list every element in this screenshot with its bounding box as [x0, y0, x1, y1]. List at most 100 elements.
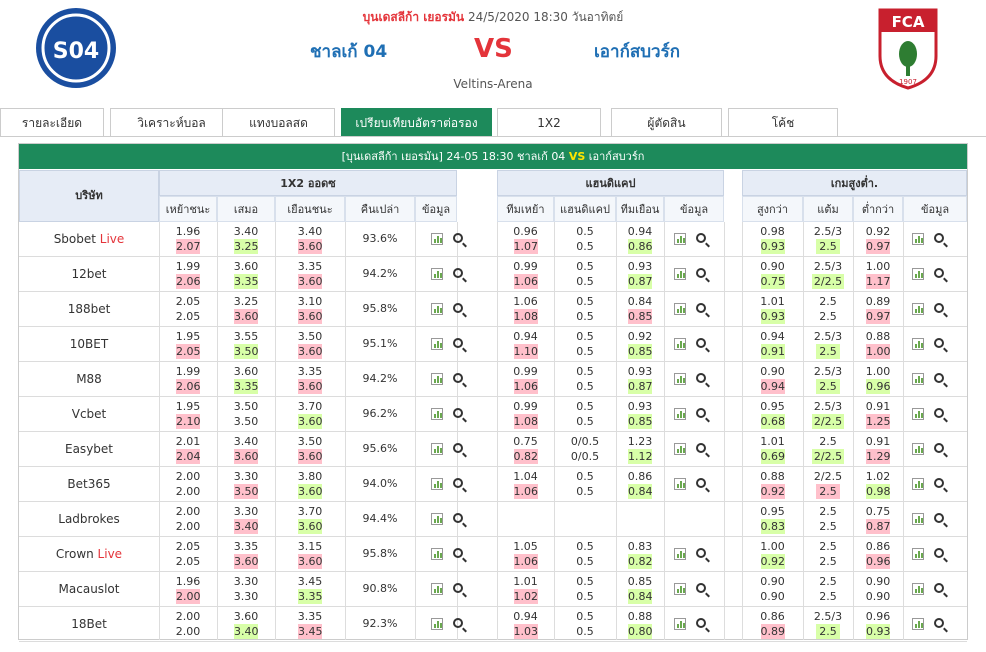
chart-icon[interactable]: [674, 373, 686, 385]
away-team-name[interactable]: เอาก์สบวร์ก: [594, 42, 680, 62]
search-icon[interactable]: [934, 548, 944, 558]
search-icon[interactable]: [453, 583, 463, 593]
company-label[interactable]: M88: [76, 372, 102, 386]
search-icon[interactable]: [934, 583, 944, 593]
company-name[interactable]: 188bet: [19, 292, 159, 327]
search-icon[interactable]: [934, 268, 944, 278]
search-icon[interactable]: [934, 408, 944, 418]
company-name[interactable]: 12bet: [19, 257, 159, 292]
search-icon[interactable]: [934, 338, 944, 348]
tab-5[interactable]: ผู้ตัดสิน: [611, 108, 722, 136]
company-label[interactable]: Sbobet: [53, 232, 96, 246]
search-icon[interactable]: [696, 548, 706, 558]
chart-icon[interactable]: [674, 443, 686, 455]
search-icon[interactable]: [453, 618, 463, 628]
chart-icon[interactable]: [431, 548, 443, 560]
company-name[interactable]: Easybet: [19, 432, 159, 467]
chart-icon[interactable]: [674, 478, 686, 490]
live-badge[interactable]: Live: [95, 232, 125, 246]
chart-icon[interactable]: [674, 338, 686, 350]
tab-4[interactable]: 1X2: [497, 108, 601, 136]
search-icon[interactable]: [453, 233, 463, 243]
search-icon[interactable]: [453, 268, 463, 278]
company-name[interactable]: Macauslot: [19, 572, 159, 607]
company-name[interactable]: M88: [19, 362, 159, 397]
search-icon[interactable]: [696, 478, 706, 488]
search-icon[interactable]: [934, 618, 944, 628]
company-label[interactable]: Ladbrokes: [58, 512, 120, 526]
chart-icon[interactable]: [431, 443, 443, 455]
search-icon[interactable]: [453, 548, 463, 558]
tab-6[interactable]: โค้ช: [728, 108, 838, 136]
company-name[interactable]: Sbobet Live: [19, 222, 159, 257]
company-label[interactable]: 18Bet: [71, 617, 107, 631]
company-label[interactable]: Vcbet: [71, 407, 107, 421]
chart-icon[interactable]: [912, 338, 924, 350]
search-icon[interactable]: [696, 233, 706, 243]
search-icon[interactable]: [934, 233, 944, 243]
tab-1[interactable]: วิเคราะห์บอล: [110, 108, 233, 136]
search-icon[interactable]: [453, 408, 463, 418]
company-name[interactable]: 10BET: [19, 327, 159, 362]
chart-icon[interactable]: [912, 408, 924, 420]
search-icon[interactable]: [934, 513, 944, 523]
search-icon[interactable]: [696, 618, 706, 628]
home-team-name[interactable]: ชาลเก้ 04: [310, 42, 388, 62]
search-icon[interactable]: [453, 443, 463, 453]
chart-icon[interactable]: [674, 268, 686, 280]
chart-icon[interactable]: [431, 268, 443, 280]
search-icon[interactable]: [696, 303, 706, 313]
chart-icon[interactable]: [431, 233, 443, 245]
search-icon[interactable]: [696, 268, 706, 278]
search-icon[interactable]: [934, 303, 944, 313]
chart-icon[interactable]: [912, 548, 924, 560]
company-label[interactable]: 188bet: [67, 302, 111, 316]
company-label[interactable]: Crown: [55, 547, 94, 561]
chart-icon[interactable]: [912, 478, 924, 490]
chart-icon[interactable]: [431, 513, 443, 525]
chart-icon[interactable]: [674, 548, 686, 560]
tab-2[interactable]: แทงบอลสด: [222, 108, 335, 136]
company-name[interactable]: Crown Live: [19, 537, 159, 572]
company-name[interactable]: Bet365: [19, 467, 159, 502]
chart-icon[interactable]: [431, 408, 443, 420]
chart-icon[interactable]: [674, 408, 686, 420]
company-label[interactable]: 12bet: [71, 267, 107, 281]
chart-icon[interactable]: [431, 478, 443, 490]
tab-3[interactable]: เปรียบเทียบอัตราต่อรอง: [341, 108, 492, 136]
search-icon[interactable]: [934, 478, 944, 488]
live-badge[interactable]: Live: [93, 547, 123, 561]
company-name[interactable]: 18Bet: [19, 607, 159, 642]
chart-icon[interactable]: [912, 583, 924, 595]
company-label[interactable]: Macauslot: [58, 582, 120, 596]
company-name[interactable]: Vcbet: [19, 397, 159, 432]
chart-icon[interactable]: [431, 618, 443, 630]
chart-icon[interactable]: [674, 303, 686, 315]
chart-icon[interactable]: [912, 233, 924, 245]
chart-icon[interactable]: [912, 513, 924, 525]
search-icon[interactable]: [934, 443, 944, 453]
search-icon[interactable]: [453, 513, 463, 523]
chart-icon[interactable]: [912, 303, 924, 315]
search-icon[interactable]: [453, 303, 463, 313]
search-icon[interactable]: [696, 583, 706, 593]
company-name[interactable]: Ladbrokes: [19, 502, 159, 537]
chart-icon[interactable]: [431, 303, 443, 315]
tab-0[interactable]: รายละเอียด: [0, 108, 104, 136]
company-label[interactable]: Easybet: [65, 442, 113, 456]
chart-icon[interactable]: [674, 583, 686, 595]
chart-icon[interactable]: [912, 373, 924, 385]
chart-icon[interactable]: [431, 373, 443, 385]
search-icon[interactable]: [453, 338, 463, 348]
search-icon[interactable]: [696, 373, 706, 383]
chart-icon[interactable]: [912, 618, 924, 630]
chart-icon[interactable]: [912, 443, 924, 455]
chart-icon[interactable]: [431, 583, 443, 595]
company-label[interactable]: 10BET: [69, 337, 109, 351]
company-label[interactable]: Bet365: [67, 477, 111, 491]
search-icon[interactable]: [696, 408, 706, 418]
search-icon[interactable]: [453, 478, 463, 488]
chart-icon[interactable]: [674, 233, 686, 245]
search-icon[interactable]: [696, 443, 706, 453]
search-icon[interactable]: [934, 373, 944, 383]
